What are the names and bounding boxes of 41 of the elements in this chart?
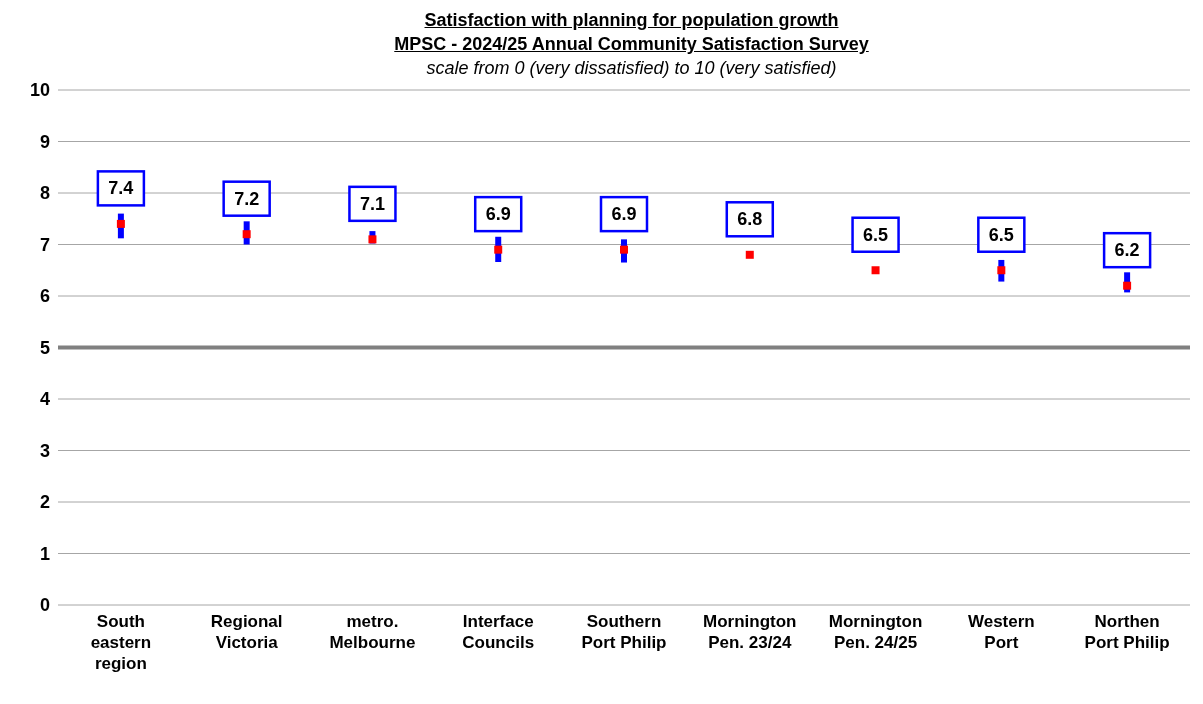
data-label: 6.5 bbox=[988, 224, 1014, 245]
data-label: 6.2 bbox=[1114, 240, 1140, 261]
data-label: 6.9 bbox=[485, 204, 511, 225]
x-tick-label: Northen Port Philip bbox=[1084, 612, 1170, 652]
x-tick-label: Mornington Pen. 24/25 bbox=[828, 612, 923, 652]
y-tick-label: 8 bbox=[39, 183, 50, 204]
y-tick-label: 4 bbox=[39, 389, 50, 410]
point bbox=[242, 230, 251, 239]
y-tick-label: 3 bbox=[39, 440, 50, 461]
x-tick-label: metro. Melbourne bbox=[329, 612, 416, 652]
x-tick-label: Southern Port Philip bbox=[581, 612, 667, 652]
point bbox=[494, 245, 503, 254]
y-tick-label: 6 bbox=[39, 286, 50, 307]
point bbox=[368, 235, 377, 244]
chart-subtitle: MPSC - 2024/25 Annual Community Satisfaction Survey bbox=[393, 33, 870, 56]
data-label: 7.1 bbox=[359, 193, 385, 214]
y-tick-label: 2 bbox=[39, 492, 50, 513]
text: scale from 0 (very dissatisfied) to 10 (very satisfied) bbox=[425, 57, 838, 80]
point bbox=[871, 266, 880, 275]
y-tick-label: 9 bbox=[39, 131, 50, 152]
y-tick-label: 5 bbox=[39, 337, 50, 358]
point bbox=[620, 245, 628, 254]
point bbox=[997, 266, 1006, 275]
x-tick-label: Regional Victoria bbox=[210, 612, 283, 652]
x-tick-label: Interface Councils bbox=[462, 612, 535, 652]
data-label: 7.2 bbox=[234, 188, 260, 209]
x-tick-label: South eastern region bbox=[90, 612, 152, 673]
y-tick-label: 1 bbox=[39, 543, 50, 564]
data-label: 7.4 bbox=[108, 178, 134, 199]
chart-title: Satisfaction with planning for population growth bbox=[423, 9, 840, 32]
y-tick-label: 0 bbox=[39, 595, 50, 616]
y-tick-label: 10 bbox=[29, 80, 50, 101]
y-tick-label: 7 bbox=[39, 234, 50, 255]
data-label: 6.5 bbox=[863, 224, 889, 245]
x-tick-label: Mornington Pen. 23/24 bbox=[703, 612, 797, 652]
point bbox=[116, 219, 125, 228]
x-tick-label: Western Port bbox=[967, 612, 1035, 652]
point bbox=[745, 250, 754, 259]
data-label: 6.9 bbox=[611, 204, 637, 225]
point bbox=[1123, 281, 1132, 290]
data-label: 6.8 bbox=[737, 209, 763, 230]
